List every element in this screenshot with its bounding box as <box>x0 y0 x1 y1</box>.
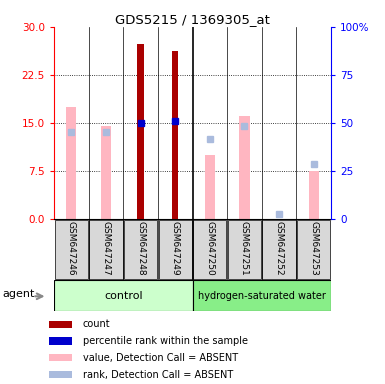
Text: GSM647253: GSM647253 <box>309 221 318 275</box>
Bar <box>239 116 250 219</box>
Bar <box>297 220 330 279</box>
Text: value, Detection Call = ABSENT: value, Detection Call = ABSENT <box>82 353 238 363</box>
Bar <box>228 220 261 279</box>
Text: agent: agent <box>3 289 35 299</box>
Text: rank, Detection Call = ABSENT: rank, Detection Call = ABSENT <box>82 369 233 379</box>
Bar <box>137 44 144 219</box>
Bar <box>66 107 76 219</box>
Text: GSM647249: GSM647249 <box>171 221 180 275</box>
Bar <box>101 126 111 219</box>
Bar <box>124 220 157 279</box>
Text: count: count <box>82 319 110 329</box>
Text: GSM647251: GSM647251 <box>240 221 249 275</box>
Text: hydrogen-saturated water: hydrogen-saturated water <box>198 291 326 301</box>
Bar <box>192 280 331 311</box>
Text: GSM647248: GSM647248 <box>136 221 145 275</box>
Text: GSM647252: GSM647252 <box>275 221 284 275</box>
Text: GSM647246: GSM647246 <box>67 221 76 275</box>
Bar <box>309 171 319 219</box>
Bar <box>263 220 296 279</box>
Bar <box>49 321 72 328</box>
Bar <box>55 220 88 279</box>
Bar <box>159 220 192 279</box>
Bar <box>89 220 122 279</box>
Text: control: control <box>104 291 142 301</box>
Text: GSM647250: GSM647250 <box>205 221 214 275</box>
Bar <box>172 51 178 219</box>
Bar <box>54 280 192 311</box>
Bar <box>193 220 226 279</box>
Text: GSM647247: GSM647247 <box>101 221 110 275</box>
Bar <box>49 371 72 378</box>
Bar <box>49 354 72 361</box>
Bar <box>205 155 215 219</box>
Bar <box>49 337 72 344</box>
Text: percentile rank within the sample: percentile rank within the sample <box>82 336 248 346</box>
Title: GDS5215 / 1369305_at: GDS5215 / 1369305_at <box>115 13 270 26</box>
